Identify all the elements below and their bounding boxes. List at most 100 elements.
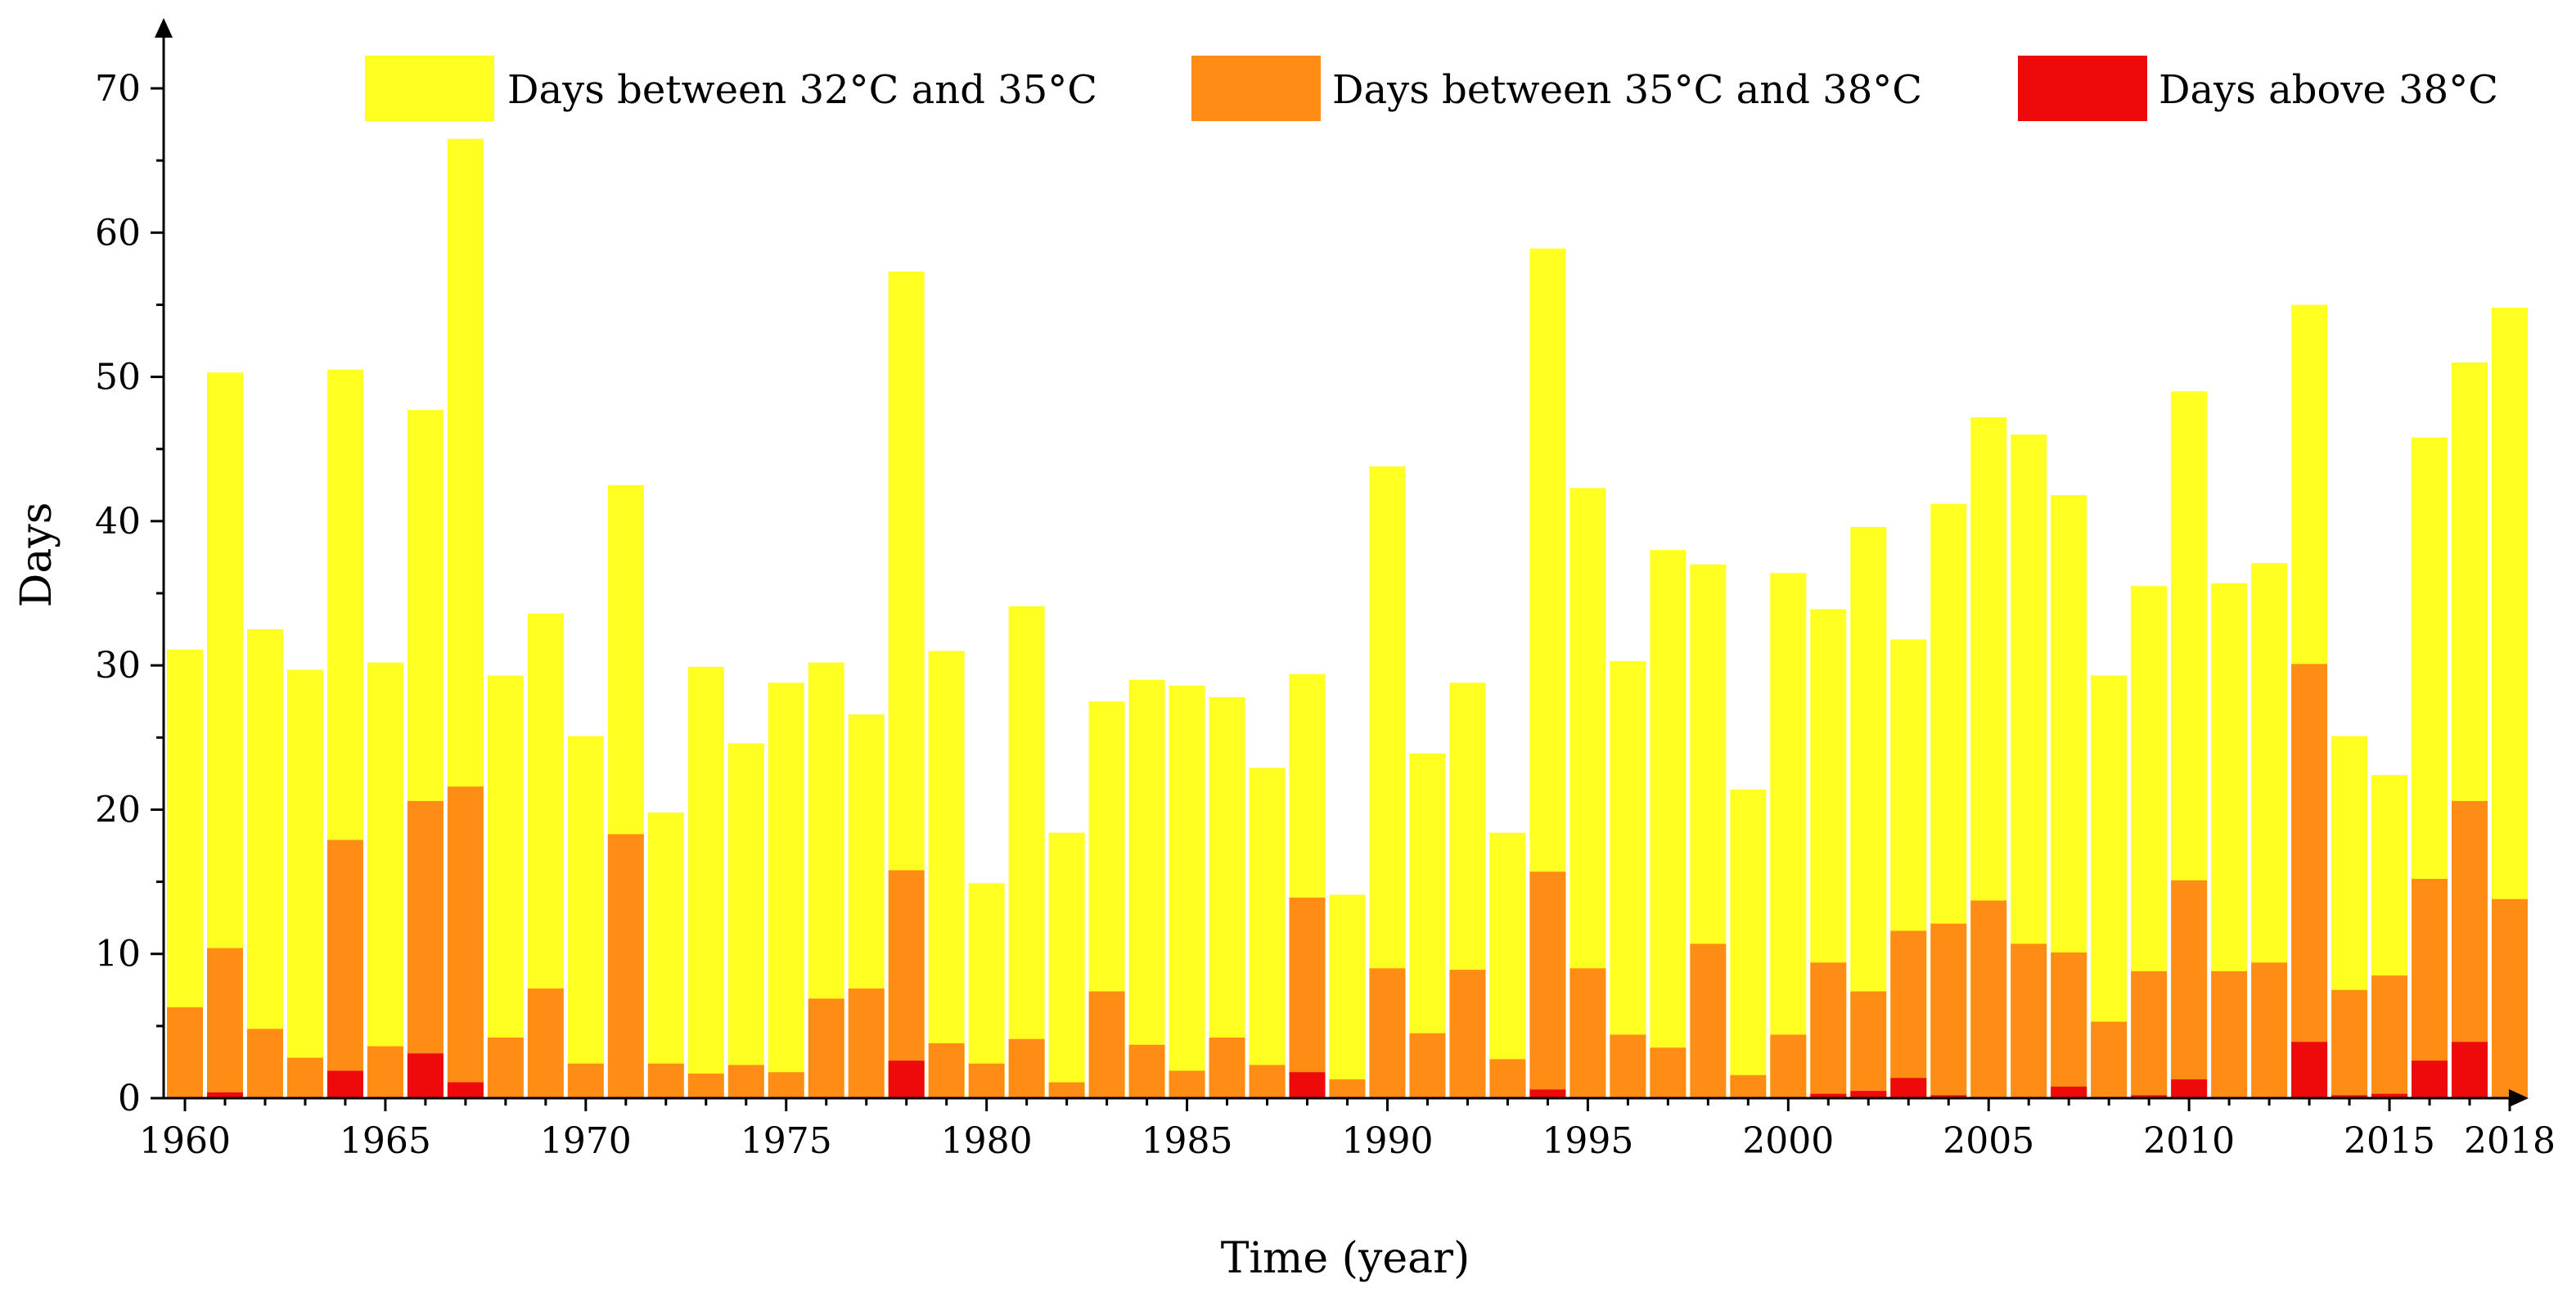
bar-32-35-1970 xyxy=(567,736,604,1098)
bar-group-1988 xyxy=(1289,673,1326,1098)
bar-35-38-1971 xyxy=(607,834,644,1098)
bar-32-35-1979 xyxy=(928,651,965,1098)
bar-35-38-2013 xyxy=(2291,664,2328,1098)
legend-label-32-35: Days between 32°C and 35°C xyxy=(507,67,1097,113)
bar-above-38-2007 xyxy=(2051,1086,2087,1098)
y-tick-label-10: 10 xyxy=(95,934,141,975)
bar-35-38-1963 xyxy=(286,1057,323,1098)
legend-label-35-38: Days between 35°C and 38°C xyxy=(1332,67,1922,113)
bar-group-1965 xyxy=(367,662,403,1098)
bar-32-35-1973 xyxy=(687,666,724,1098)
bar-32-35-1975 xyxy=(768,682,804,1098)
bar-above-38-2003 xyxy=(1890,1078,1927,1098)
x-tick-label-1965: 1965 xyxy=(340,1120,431,1162)
bar-group-1982 xyxy=(1048,832,1085,1098)
bar-35-38-1962 xyxy=(246,1029,283,1098)
bar-group-1961 xyxy=(206,372,243,1099)
y-axis-title: Days xyxy=(12,502,61,608)
bar-group-1979 xyxy=(928,651,965,1098)
bar-group-1992 xyxy=(1449,682,1486,1098)
bar-group-2016 xyxy=(2412,437,2448,1098)
bar-32-35-1985 xyxy=(1169,685,1205,1098)
bar-group-1984 xyxy=(1128,679,1165,1098)
bar-group-2013 xyxy=(2291,304,2328,1098)
bar-above-38-1964 xyxy=(327,1070,363,1098)
bar-35-38-2015 xyxy=(2371,975,2408,1098)
bar-above-38-1961 xyxy=(206,1092,243,1098)
bar-group-1981 xyxy=(1008,606,1045,1098)
bar-group-1975 xyxy=(768,682,804,1098)
bar-group-1993 xyxy=(1489,832,1526,1098)
bar-group-1989 xyxy=(1329,894,1366,1098)
bar-35-38-1975 xyxy=(768,1072,804,1098)
legend: Days between 32°C and 35°C Days between 3… xyxy=(365,56,2498,121)
bar-group-1970 xyxy=(567,736,604,1098)
bar-above-38-2004 xyxy=(1930,1095,1967,1098)
bar-group-1963 xyxy=(286,669,323,1098)
legend-label-above-38: Days above 38°C xyxy=(2159,67,2498,113)
bar-group-2006 xyxy=(2011,435,2047,1098)
x-tick-label-1960: 1960 xyxy=(139,1120,231,1162)
bar-35-38-1987 xyxy=(1249,1065,1286,1098)
bar-above-38-2014 xyxy=(2331,1095,2368,1098)
bar-group-1974 xyxy=(727,743,764,1098)
bar-group-1994 xyxy=(1529,248,1566,1099)
bar-group-1976 xyxy=(808,662,844,1098)
bar-group-1980 xyxy=(968,883,1005,1098)
bar-group-2007 xyxy=(2051,495,2087,1098)
bar-group-2009 xyxy=(2131,586,2168,1098)
bar-group-1969 xyxy=(527,613,564,1098)
bar-32-35-1968 xyxy=(487,675,524,1098)
bar-35-38-1964 xyxy=(327,840,363,1098)
bar-group-1977 xyxy=(848,714,885,1098)
bar-group-2002 xyxy=(1850,526,1887,1098)
bar-group-2014 xyxy=(2331,736,2368,1098)
bar-group-2001 xyxy=(1810,609,1847,1098)
bar-35-38-1982 xyxy=(1048,1082,1085,1098)
bar-35-38-2000 xyxy=(1770,1034,1807,1098)
bar-above-38-1978 xyxy=(888,1061,925,1098)
bar-35-38-1991 xyxy=(1409,1033,1446,1098)
bar-32-35-1987 xyxy=(1249,768,1286,1098)
bar-32-35-1981 xyxy=(1008,606,1045,1098)
bar-32-35-1962 xyxy=(246,629,283,1098)
bar-group-1960 xyxy=(167,649,203,1098)
x-tick-label-1995: 1995 xyxy=(1542,1120,1633,1162)
bar-group-2000 xyxy=(1770,573,1807,1098)
bar-group-1986 xyxy=(1209,696,1245,1098)
bar-group-2003 xyxy=(1890,639,1927,1098)
bar-group-1973 xyxy=(687,666,724,1098)
bar-35-38-1984 xyxy=(1128,1044,1165,1098)
x-tick-label-2000: 2000 xyxy=(1742,1120,1834,1162)
bar-group-1983 xyxy=(1088,701,1125,1098)
bar-group-1990 xyxy=(1369,466,1406,1098)
bar-35-38-1999 xyxy=(1730,1074,1767,1098)
x-tick-label-2015: 2015 xyxy=(2344,1120,2435,1162)
bar-32-35-1993 xyxy=(1489,832,1526,1098)
bar-group-2004 xyxy=(1930,503,1967,1098)
legend-swatch-32-35 xyxy=(365,56,494,121)
y-tick-label-40: 40 xyxy=(95,501,141,543)
bar-group-1967 xyxy=(447,138,484,1099)
bar-35-38-1993 xyxy=(1489,1059,1526,1098)
bar-35-38-1983 xyxy=(1088,991,1125,1098)
bar-group-1978 xyxy=(888,271,925,1099)
y-tick-label-30: 30 xyxy=(95,645,141,687)
bar-group-1964 xyxy=(327,369,363,1098)
bar-35-38-1994 xyxy=(1529,871,1566,1098)
bar-35-38-1961 xyxy=(206,948,243,1098)
bar-35-38-1995 xyxy=(1569,968,1606,1098)
bar-32-35-1999 xyxy=(1730,789,1767,1098)
bar-group-1998 xyxy=(1690,564,1727,1098)
bar-group-1991 xyxy=(1409,753,1446,1098)
bar-above-38-1966 xyxy=(407,1053,444,1098)
bar-35-38-2010 xyxy=(2171,880,2208,1098)
x-tick-label-1975: 1975 xyxy=(741,1120,832,1162)
bar-35-38-2012 xyxy=(2251,962,2288,1098)
bar-32-35-1974 xyxy=(727,743,764,1098)
bar-32-35-1982 xyxy=(1048,832,1085,1098)
bar-above-38-2016 xyxy=(2412,1061,2448,1098)
x-tick-label-1985: 1985 xyxy=(1142,1120,1233,1162)
bar-35-38-2005 xyxy=(1970,900,2007,1098)
